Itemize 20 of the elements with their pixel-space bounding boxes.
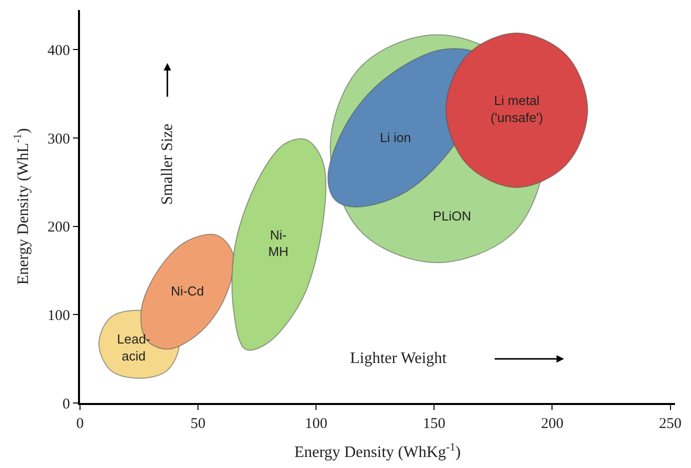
x-tick-label: 100 [304,416,328,432]
x-tick-label: 0 [76,416,84,432]
x-tick-label: 200 [540,416,564,432]
series-label: Ni- MH [268,227,288,260]
series-label: Ni-Cd [170,283,204,298]
y-tick-label: 300 [48,131,70,148]
x-axis-title: Energy Density (WhKg$^{-1}$) [294,441,461,462]
series-label: PLiON [432,208,472,224]
x-tick-label: 50 [190,416,206,432]
series-label: Li ion [380,130,411,146]
annotation: Smaller Size [158,124,176,205]
y-tick-label: 100 [48,308,70,324]
y-tick-label: 400 [48,42,70,59]
y-tick-label: 200 [48,220,70,236]
series-label: Lead- acid [117,332,150,364]
x-tick-label: 150 [422,416,446,432]
x-tick-label: 250 [659,416,682,432]
annotation: Lighter Weight [350,350,448,367]
series-label: Li metal ('unsafe') [490,93,544,125]
y-tick-label: 0 [62,396,70,412]
